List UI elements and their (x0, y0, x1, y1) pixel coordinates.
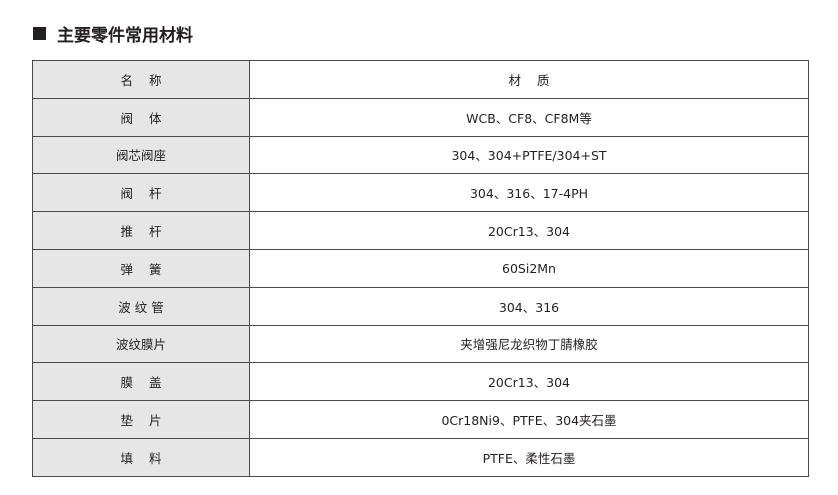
square-bullet-icon (33, 26, 46, 40)
section-title: 主要零件常用材料 (33, 22, 193, 46)
table-row: 波 纹 管 304、316 (32, 286, 809, 326)
table-row: 垫 片 0Cr18Ni9、PTFE、304夹石墨 (32, 400, 809, 439)
part-material: 304、316 (249, 286, 809, 326)
part-name: 波 纹 管 (32, 286, 250, 326)
part-name: 垫 片 (32, 400, 250, 439)
part-material: 60Si2Mn (249, 248, 809, 288)
part-name: 阀 体 (32, 97, 250, 137)
part-material: PTFE、柔性石墨 (249, 437, 809, 477)
materials-table: 名 称 材 质 阀 体 WCB、CF8、CF8M等 阀芯阀座 304、304+PTFE… (32, 60, 809, 477)
part-material: 20Cr13、304 (249, 211, 809, 250)
part-material: WCB、CF8、CF8M等 (249, 97, 809, 137)
part-material: 0Cr18Ni9、PTFE、304夹石墨 (249, 400, 809, 439)
section-title-text: 主要零件常用材料 (57, 25, 193, 46)
part-name: 膜 盖 (32, 362, 250, 402)
table-row: 弹 簧 60Si2Mn (32, 248, 809, 288)
part-material: 夹增强尼龙织物丁腈橡胶 (249, 324, 809, 364)
part-name: 弹 簧 (32, 248, 250, 288)
table-row: 波纹膜片 夹增强尼龙织物丁腈橡胶 (32, 324, 809, 364)
part-material: 304、316、17-4PH (249, 173, 809, 213)
table-row: 阀 体 WCB、CF8、CF8M等 (32, 97, 809, 137)
part-material: 304、304+PTFE/304+ST (249, 135, 809, 175)
table-row: 推 杆 20Cr13、304 (32, 211, 809, 250)
header-name: 名 称 (32, 60, 250, 99)
part-name: 阀芯阀座 (32, 135, 250, 175)
table-header-row: 名 称 材 质 (32, 60, 809, 99)
header-material: 材 质 (249, 60, 809, 99)
part-name: 推 杆 (32, 211, 250, 250)
table-row: 膜 盖 20Cr13、304 (32, 362, 809, 402)
table-row: 阀 杆 304、316、17-4PH (32, 173, 809, 213)
part-name: 波纹膜片 (32, 324, 250, 364)
part-name: 阀 杆 (32, 173, 250, 213)
table-row: 填 料 PTFE、柔性石墨 (32, 437, 809, 477)
part-material: 20Cr13、304 (249, 362, 809, 402)
table-row: 阀芯阀座 304、304+PTFE/304+ST (32, 135, 809, 175)
part-name: 填 料 (32, 437, 250, 477)
